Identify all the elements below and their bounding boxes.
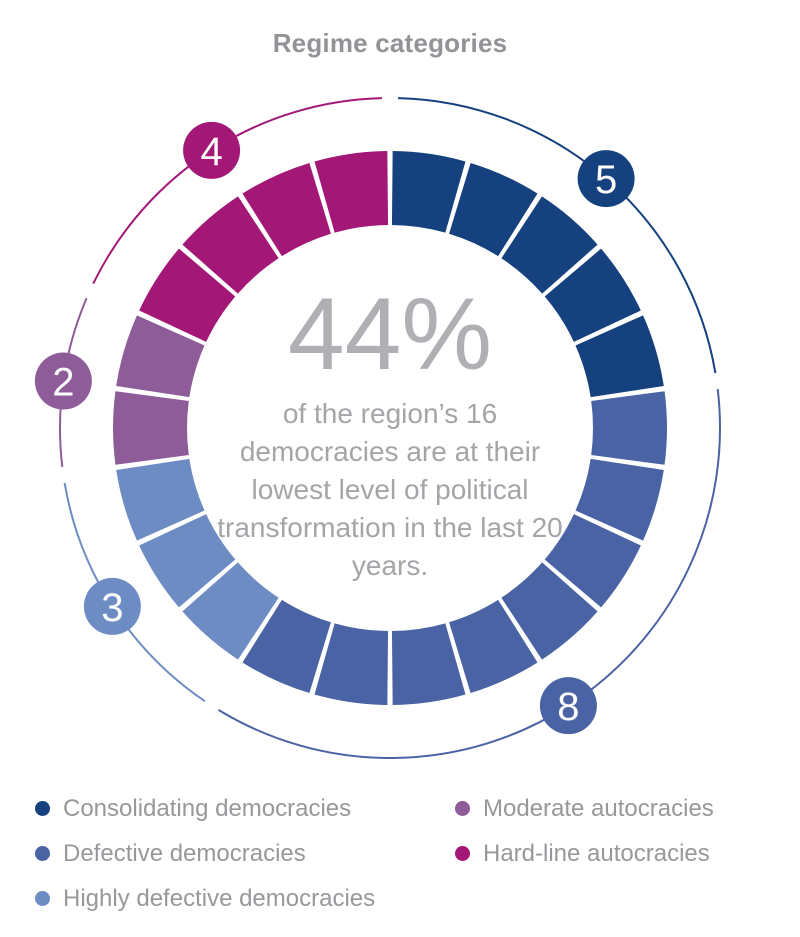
- donut-segment: [113, 391, 189, 465]
- legend-label: Moderate autocracies: [483, 794, 714, 822]
- chart-title: Regime categories: [272, 28, 508, 58]
- count-badge-value: 8: [557, 685, 579, 729]
- legend-item: Consolidating democracies: [35, 786, 455, 831]
- legend-label: Highly defective democracies: [63, 884, 376, 912]
- legend-label: Consolidating democracies: [63, 794, 352, 822]
- legend-dot-icon: [455, 801, 470, 816]
- count-badge-value: 4: [200, 130, 222, 174]
- donut-segment: [391, 623, 466, 705]
- count-badge: [83, 577, 141, 635]
- legend-item: Moderate autocracies: [455, 786, 714, 831]
- donut-svg: 5 8 3 2 4: [34, 97, 721, 760]
- donut-segment: [314, 623, 389, 705]
- count-badge: [34, 352, 92, 410]
- count-badge: [183, 121, 241, 179]
- donut-segment: [449, 162, 538, 257]
- legend-item: Defective democracies: [35, 831, 455, 876]
- donut-segment: [116, 458, 205, 541]
- donut-segment: [544, 514, 641, 608]
- legend-dot-icon: [35, 846, 50, 861]
- donut-segment: [501, 196, 598, 294]
- legend-column: Consolidating democracies Defective democ…: [35, 786, 455, 921]
- donut-segment: [391, 151, 466, 233]
- donut-segment: [139, 514, 236, 608]
- count-badge: [577, 150, 635, 208]
- donut-segment: [591, 391, 667, 465]
- count-badge-value: 5: [595, 158, 617, 202]
- legend-label: Hard-line autocracies: [483, 839, 710, 867]
- donut-segment: [314, 151, 389, 233]
- donut-segment: [242, 599, 331, 694]
- donut-segment: [449, 599, 538, 694]
- legend-label: Defective democracies: [63, 839, 306, 867]
- count-badge-value: 2: [52, 360, 74, 404]
- legend-item: Highly defective democracies: [35, 876, 455, 921]
- legend-dot-icon: [455, 846, 470, 861]
- donut-segment: [182, 196, 279, 294]
- donut-segment: [116, 315, 205, 398]
- donut-segment: [182, 562, 279, 660]
- legend-dot-icon: [35, 891, 50, 906]
- donut-segment: [544, 248, 641, 342]
- legend-column: Moderate autocracies Hard-line autocracie…: [455, 786, 714, 921]
- donut-segment: [575, 458, 664, 541]
- donut-segment: [139, 248, 236, 342]
- count-badge: [539, 677, 597, 735]
- legend: Consolidating democracies Defective democ…: [35, 786, 775, 921]
- donut-segment: [242, 162, 331, 257]
- count-badge-value: 3: [101, 586, 123, 630]
- donut-segment: [501, 562, 598, 660]
- legend-dot-icon: [35, 801, 50, 816]
- legend-item: Hard-line autocracies: [455, 831, 714, 876]
- donut-segment: [575, 315, 664, 398]
